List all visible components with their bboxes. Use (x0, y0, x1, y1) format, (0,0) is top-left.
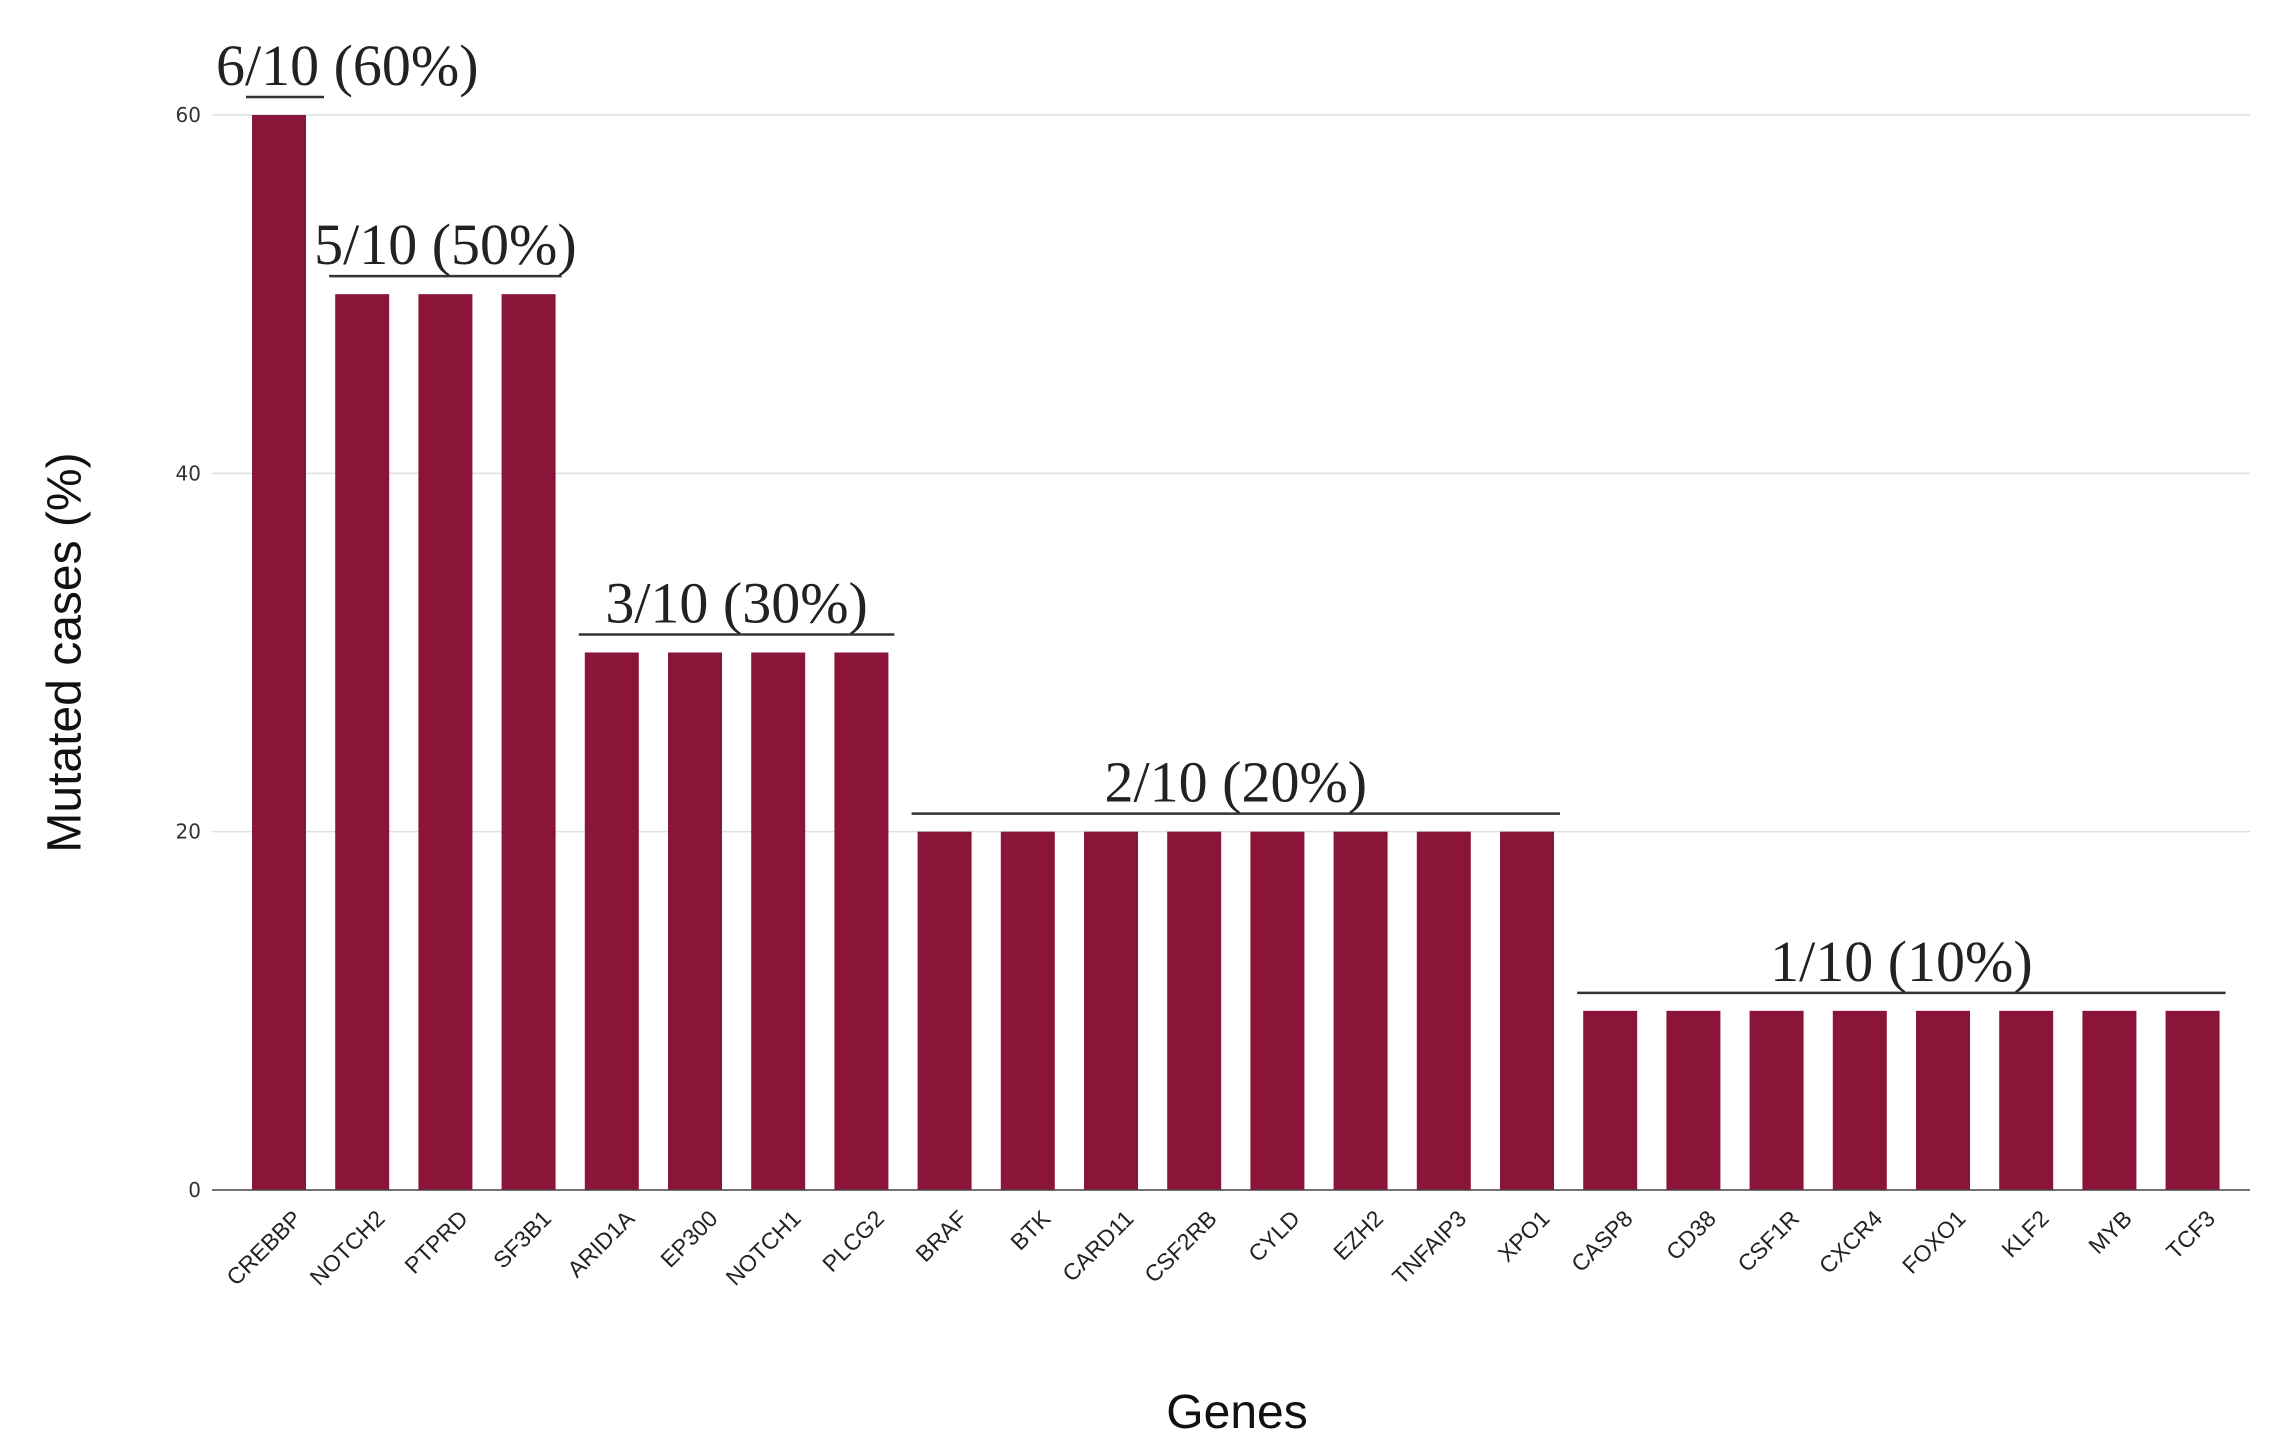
bar-tnfaip3 (1416, 831, 1471, 1190)
group-label-1: 6/10 (60%) (216, 33, 479, 98)
bar-arid1a (584, 652, 639, 1190)
x-tick-label-ezh2: EZH2 (1328, 1205, 1388, 1265)
bar-crebbp (252, 115, 306, 1190)
x-tick-label-cxcr4: CXCR4 (1814, 1205, 1888, 1279)
x-tick-label-card11: CARD11 (1057, 1205, 1138, 1286)
group-label-5: 1/10 (10%) (1770, 929, 2033, 994)
bar-braf (917, 831, 972, 1190)
bar-ezh2 (1333, 831, 1388, 1190)
bar-notch2 (335, 294, 390, 1191)
y-axis-ticks: 0 20 40 60 (176, 103, 201, 1202)
bar-myb (2082, 1010, 2137, 1190)
x-tick-label-crebbp: CREBBP (221, 1205, 306, 1290)
x-tick-label-foxo1: FOXO1 (1897, 1205, 1971, 1279)
x-axis-title: Genes (1166, 1386, 1307, 1439)
x-tick-label-cyld: CYLD (1243, 1205, 1305, 1267)
bar-sf3b1 (501, 294, 556, 1191)
x-tick-label-ep300: EP300 (655, 1205, 722, 1272)
bar-cyld (1250, 831, 1305, 1190)
y-tick-label-60: 60 (176, 103, 201, 127)
x-tick-label-plcg2: PLCG2 (817, 1205, 889, 1277)
group-label-2: 5/10 (50%) (314, 212, 577, 277)
x-tick-label-sf3b1: SF3B1 (488, 1205, 556, 1273)
bar-ep300 (668, 652, 722, 1190)
x-tick-label-ptprd: PTPRD (399, 1205, 473, 1279)
x-tick-label-tnfaip3: TNFAIP3 (1387, 1205, 1471, 1289)
y-tick-label-0: 0 (188, 1178, 201, 1202)
x-tick-label-btk: BTK (1005, 1205, 1055, 1255)
group-label-4: 2/10 (20%) (1105, 750, 1368, 815)
x-tick-label-csf2rb: CSF2RB (1139, 1205, 1222, 1288)
bar-plcg2 (834, 652, 889, 1190)
x-tick-label-notch1: NOTCH1 (720, 1205, 805, 1290)
group-label-3: 3/10 (30%) (605, 571, 868, 636)
bar-cd38 (1666, 1010, 1721, 1190)
bar-klf2 (1999, 1010, 2054, 1190)
bar-foxo1 (1916, 1010, 1970, 1190)
y-axis-title: Mutated cases (%) (39, 452, 92, 852)
bars (252, 115, 2220, 1191)
x-tick-label-notch2: NOTCH2 (304, 1205, 389, 1290)
bar-csf2rb (1167, 831, 1222, 1190)
bar-cxcr4 (1832, 1010, 1887, 1190)
x-tick-label-xpo1: XPO1 (1493, 1205, 1555, 1267)
x-tick-label-tcf3: TCF3 (2161, 1205, 2220, 1264)
bar-csf1r (1749, 1010, 1804, 1190)
bar-xpo1 (1500, 831, 1554, 1190)
bar-notch1 (751, 652, 806, 1190)
y-tick-label-20: 20 (176, 820, 201, 844)
x-tick-label-braf: BRAF (910, 1205, 972, 1267)
x-tick-label-csf1r: CSF1R (1732, 1205, 1804, 1277)
x-tick-label-klf2: KLF2 (1996, 1205, 2053, 1262)
x-tick-label-arid1a: ARID1A (562, 1205, 640, 1283)
bar-ptprd (418, 294, 473, 1191)
y-tick-label-40: 40 (176, 461, 201, 485)
x-tick-label-myb: MYB (2083, 1205, 2137, 1259)
bar-tcf3 (2165, 1010, 2220, 1190)
bar-btk (1000, 831, 1055, 1190)
x-tick-label-casp8: CASP8 (1566, 1205, 1638, 1277)
bar-casp8 (1583, 1010, 1638, 1190)
group-annotations: 6/10 (60%) 5/10 (50%) 3/10 (30%) 2/10 (20%)… (216, 33, 2226, 995)
x-tick-label-cd38: CD38 (1661, 1205, 1721, 1265)
bar-card11 (1084, 831, 1138, 1190)
